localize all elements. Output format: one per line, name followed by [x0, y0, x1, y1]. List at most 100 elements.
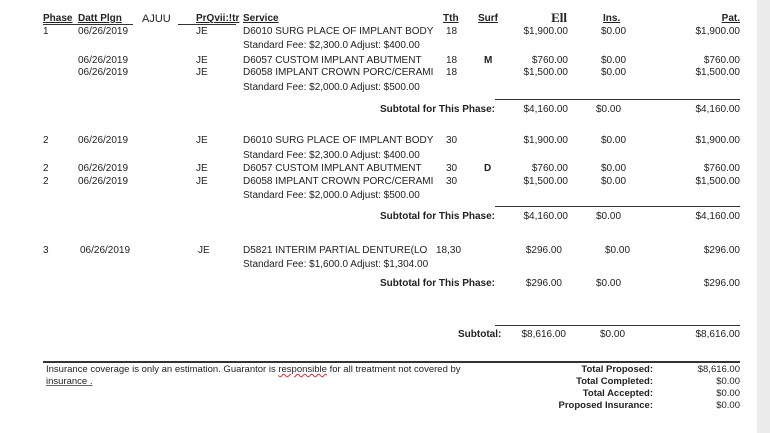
total-value: $0.00 [716, 400, 740, 411]
provider-cell: JE [196, 135, 208, 146]
phase-subtotal-label: Subtotal for This Phase: [380, 278, 496, 289]
insurance-cell: $0.00 [601, 163, 627, 174]
date-cell: 06/26/2019 [80, 245, 131, 256]
total-label: Total Completed: [576, 376, 653, 387]
header-provider: PrQvii:!tr [196, 13, 240, 24]
service-cell: D6010 SURG PLACE OF IMPLANT BODY [243, 26, 434, 37]
service-cell: D6058 IMPLANT CROWN PORC/CERAMI [243, 176, 434, 187]
header-service: Service [243, 13, 279, 24]
phase-subtotal-estimate: $4,160.00 [523, 211, 569, 222]
disclaimer-text: Insurance coverage is only an estimation… [46, 364, 279, 375]
header-underline [178, 24, 236, 25]
patient-cell: $1,500.00 [695, 67, 741, 78]
insurance-cell: $0.00 [601, 67, 627, 78]
service-cell: D5821 INTERIM PARTIAL DENTURE(LO [243, 245, 428, 256]
surface-cell: M [484, 55, 493, 66]
surface-cell: D [484, 163, 492, 174]
phase-cell: 2 [43, 163, 49, 174]
tooth-cell: 30 [446, 176, 458, 187]
estimate-cell: $760.00 [531, 163, 568, 174]
provider-cell: JE [196, 55, 208, 66]
estimate-cell: $1,500.00 [523, 176, 569, 187]
estimate-cell: $296.00 [525, 245, 562, 256]
insurance-cell: $0.00 [601, 26, 627, 37]
fee-note: Standard Fee: $2,300.0 Adjust: $400.00 [243, 150, 420, 161]
grand-subtotal-patient: $8,616.00 [695, 329, 741, 340]
provider-cell: JE [198, 245, 210, 256]
header-date: Datt Plgn [78, 13, 122, 24]
patient-cell: $1,500.00 [695, 176, 741, 187]
estimate-cell: $760.00 [531, 55, 568, 66]
header-underline [43, 24, 133, 25]
disclaimer-text: responsible [278, 364, 327, 375]
service-cell: D6058 IMPLANT CROWN PORC/CERAMI [243, 67, 434, 78]
header-tooth: Tth [443, 13, 459, 24]
patient-cell: $760.00 [703, 163, 740, 174]
total-label: Total Proposed: [581, 364, 653, 375]
grand-divider [495, 325, 740, 326]
phase-subtotal-label: Subtotal for This Phase: [380, 211, 496, 222]
grand-subtotal-insurance: $0.00 [600, 329, 626, 340]
tooth-cell: 18 [446, 55, 458, 66]
fee-note: Standard Fee: $2,300.0 Adjust: $400.00 [243, 40, 420, 51]
phase-subtotal-estimate: $4,160.00 [523, 104, 569, 115]
phase-subtotal-insurance: $0.00 [596, 104, 622, 115]
footer-divider [43, 361, 740, 363]
service-cell: D6010 SURG PLACE OF IMPLANT BODY [243, 135, 434, 146]
total-value: $0.00 [716, 388, 740, 399]
phase-cell: 2 [43, 176, 49, 187]
insurance-cell: $0.00 [601, 135, 627, 146]
scrollbar[interactable] [757, 0, 770, 433]
phase-cell: 2 [43, 135, 49, 146]
header-surface: Surf [478, 13, 498, 24]
provider-cell: JE [196, 163, 208, 174]
estimate-cell: $1,500.00 [523, 67, 569, 78]
insurance-disclaimer: Insurance coverage is only an estimation… [46, 364, 461, 376]
phase-subtotal-patient: $296.00 [703, 278, 740, 289]
total-value: $8,616.00 [697, 364, 740, 375]
header-phase: Phase [43, 13, 73, 24]
insurance-cell: $0.00 [601, 176, 627, 187]
service-cell: D6057 CUSTOM IMPLANT ABUTMENT [243, 55, 422, 66]
date-cell: 06/26/2019 [78, 67, 129, 78]
phase-subtotal-insurance: $0.00 [596, 278, 622, 289]
service-cell: D6057 CUSTOM IMPLANT ABUTMENT [243, 163, 422, 174]
phase-subtotal-patient: $4,160.00 [695, 104, 741, 115]
date-cell: 06/26/2019 [78, 26, 129, 37]
provider-cell: JE [196, 26, 208, 37]
tooth-cell: 18,30 [436, 245, 462, 256]
fee-note: Standard Fee: $2,000.0 Adjust: $500.00 [243, 190, 420, 201]
provider-cell: JE [196, 176, 208, 187]
phase-cell: 3 [43, 245, 49, 256]
date-cell: 06/26/2019 [78, 55, 129, 66]
provider-cell: JE [196, 67, 208, 78]
total-value: $0.00 [716, 376, 740, 387]
header-insurance: Ins. [603, 13, 621, 24]
date-cell: 06/26/2019 [78, 135, 129, 146]
phase-subtotal-label: Subtotal for This Phase: [380, 104, 496, 115]
total-label: Total Accepted: [582, 388, 653, 399]
phase-cell: 1 [43, 26, 49, 37]
fee-note: Standard Fee: $1,600.0 Adjust: $1,304.00 [243, 259, 429, 270]
phase-subtotal-patient: $4,160.00 [695, 211, 741, 222]
estimate-cell: $1,900.00 [523, 26, 569, 37]
date-cell: 06/26/2019 [78, 163, 129, 174]
tooth-cell: 30 [446, 163, 458, 174]
patient-cell: $1,900.00 [695, 26, 741, 37]
patient-cell: $760.00 [703, 55, 740, 66]
disclaimer-continuation: insurance . [46, 376, 93, 387]
subtotal-divider [495, 99, 740, 100]
patient-cell: $296.00 [703, 245, 740, 256]
phase-subtotal-estimate: $296.00 [525, 278, 562, 289]
total-label: Proposed Insurance: [558, 400, 654, 411]
tooth-cell: 30 [446, 135, 458, 146]
header-extra: AJUU [142, 13, 171, 25]
estimate-cell: $1,900.00 [523, 135, 569, 146]
header-estimate: Ell [551, 10, 567, 25]
tooth-cell: 18 [446, 67, 458, 78]
phase-subtotal-insurance: $0.00 [596, 211, 622, 222]
disclaimer-text: for all treatment not covered by [326, 364, 461, 375]
grand-subtotal-label: Subtotal: [458, 329, 502, 340]
tooth-cell: 18 [446, 26, 458, 37]
